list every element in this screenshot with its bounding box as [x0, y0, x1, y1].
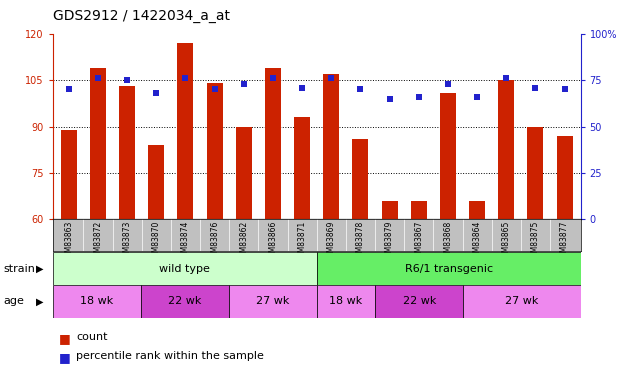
Bar [469, 201, 485, 219]
Bar [61, 130, 77, 219]
Text: 18 wk: 18 wk [80, 297, 114, 306]
Text: GSM83879: GSM83879 [385, 221, 394, 262]
Text: GSM83870: GSM83870 [152, 221, 161, 262]
Text: ▶: ▶ [36, 297, 43, 306]
Text: GSM83862: GSM83862 [239, 221, 248, 262]
Text: age: age [3, 297, 24, 306]
Text: 22 wk: 22 wk [168, 297, 201, 306]
Point [152, 90, 161, 96]
Text: GSM83876: GSM83876 [210, 221, 219, 262]
Text: strain: strain [3, 264, 35, 273]
Text: 27 wk: 27 wk [505, 297, 538, 306]
Bar [90, 68, 106, 219]
Point [210, 87, 220, 93]
Text: count: count [76, 332, 108, 342]
Text: R6/1 transgenic: R6/1 transgenic [405, 264, 492, 273]
Bar [148, 145, 165, 219]
Text: GSM83873: GSM83873 [123, 221, 132, 262]
Text: GSM83869: GSM83869 [327, 221, 336, 262]
Text: percentile rank within the sample: percentile rank within the sample [76, 351, 265, 361]
Bar [381, 201, 397, 219]
Point [297, 85, 307, 91]
Text: GSM83875: GSM83875 [531, 221, 540, 262]
Bar [53, 285, 141, 318]
Point [501, 75, 511, 81]
Bar [324, 74, 339, 219]
Bar [440, 93, 456, 219]
Bar [53, 252, 317, 285]
Point [122, 77, 132, 83]
Bar [498, 80, 514, 219]
Text: GSM83878: GSM83878 [356, 221, 365, 262]
Bar [178, 43, 194, 219]
Text: 27 wk: 27 wk [256, 297, 289, 306]
Bar [556, 136, 573, 219]
Point [239, 81, 249, 87]
Text: 18 wk: 18 wk [329, 297, 363, 306]
Text: GDS2912 / 1422034_a_at: GDS2912 / 1422034_a_at [53, 9, 230, 23]
Text: GSM83877: GSM83877 [560, 221, 569, 262]
Bar [375, 285, 463, 318]
Point [326, 75, 336, 81]
Bar [207, 83, 223, 219]
Text: GSM83866: GSM83866 [268, 221, 278, 262]
Point [64, 87, 74, 93]
Text: 22 wk: 22 wk [402, 297, 436, 306]
Bar [119, 86, 135, 219]
Bar [317, 285, 375, 318]
Point [384, 96, 394, 102]
Text: GSM83872: GSM83872 [94, 221, 102, 262]
Text: GSM83871: GSM83871 [297, 221, 307, 262]
Point [472, 94, 482, 100]
Point [181, 75, 191, 81]
Text: ▶: ▶ [36, 264, 43, 273]
Text: wild type: wild type [160, 264, 210, 273]
Text: ■: ■ [59, 332, 71, 345]
Text: GSM83864: GSM83864 [473, 221, 482, 262]
Bar [294, 117, 310, 219]
Bar [265, 68, 281, 219]
Point [560, 87, 569, 93]
Point [443, 81, 453, 87]
Bar [236, 127, 252, 219]
Point [355, 87, 365, 93]
Bar [410, 201, 427, 219]
Bar [229, 285, 317, 318]
Bar [317, 252, 581, 285]
Text: GSM83874: GSM83874 [181, 221, 190, 262]
Point [530, 85, 540, 91]
Point [414, 94, 424, 100]
Bar [527, 127, 543, 219]
Bar [463, 285, 581, 318]
Text: GSM83863: GSM83863 [65, 221, 73, 262]
Text: GSM83865: GSM83865 [502, 221, 510, 262]
Point [268, 75, 278, 81]
Text: ■: ■ [59, 351, 71, 364]
Point [93, 75, 103, 81]
Text: GSM83867: GSM83867 [414, 221, 424, 262]
Text: GSM83868: GSM83868 [443, 221, 453, 262]
Bar [353, 139, 368, 219]
Bar [141, 285, 229, 318]
